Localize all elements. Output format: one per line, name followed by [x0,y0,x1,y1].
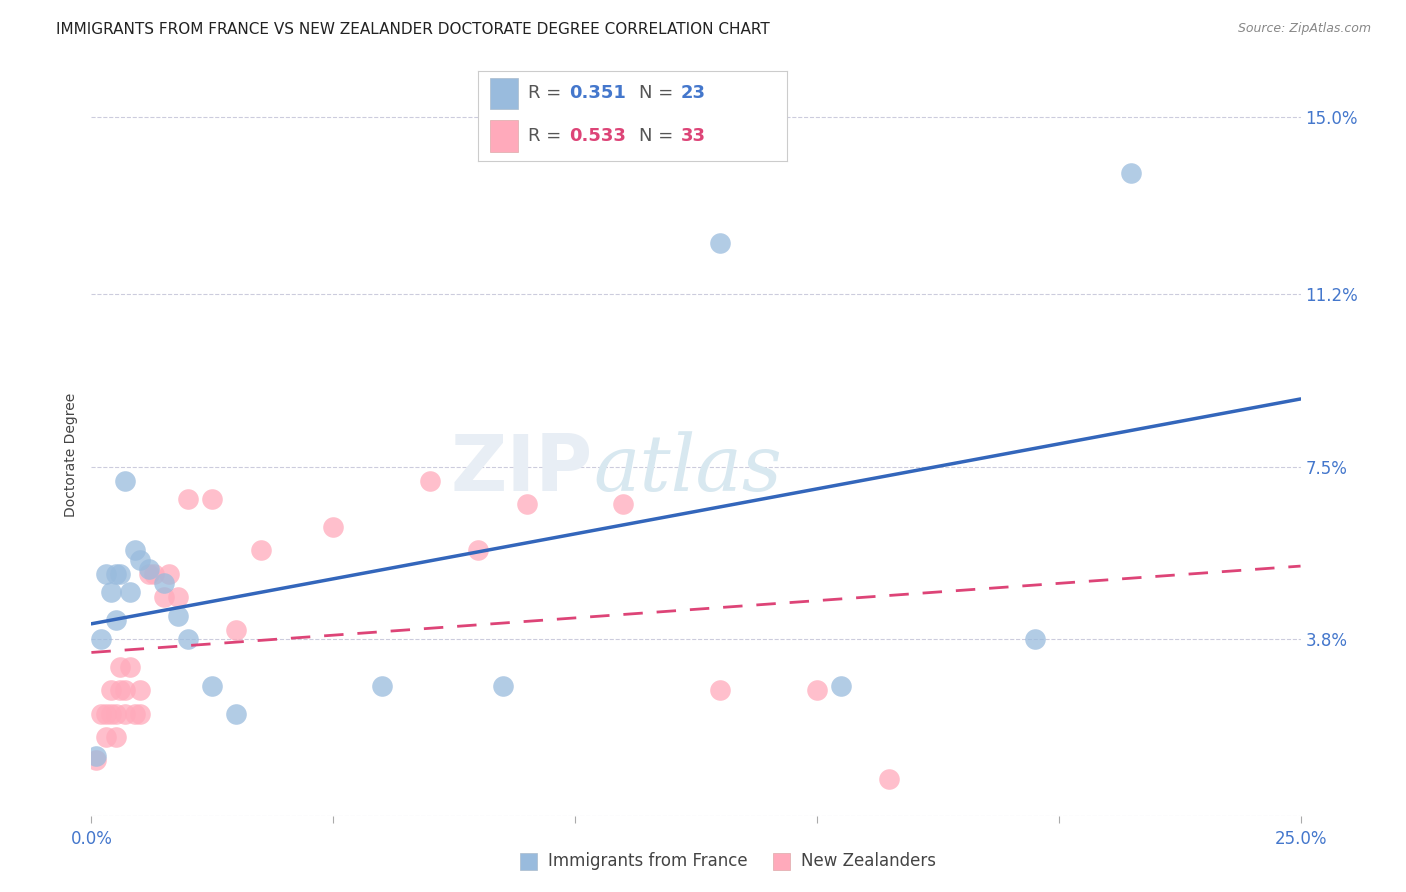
Text: ZIP: ZIP [451,432,593,508]
Point [225,706,247,721]
Point [709,235,731,250]
Point [120,585,142,599]
Point [90,632,112,646]
Point [201,492,224,507]
Point [128,683,150,698]
Point [100,585,122,599]
Point [153,590,176,604]
Point [153,576,176,591]
Point [177,632,200,646]
Text: 33: 33 [681,127,706,145]
Point [124,706,146,721]
Point [124,543,146,558]
Point [110,683,132,698]
Point [84,753,107,767]
Point [225,623,247,637]
Point [138,562,160,576]
Point [94,706,117,721]
Point [879,772,901,786]
Text: R =: R = [527,84,567,103]
Point [120,660,142,674]
Point [110,566,132,581]
Point [138,566,160,581]
Point [370,679,392,693]
Point [128,706,150,721]
Text: atlas: atlas [593,431,782,508]
Text: 23: 23 [681,84,706,103]
Point [84,748,107,763]
Point [167,590,190,604]
Text: IMMIGRANTS FROM FRANCE VS NEW ZEALANDER DOCTORATE DEGREE CORRELATION CHART: IMMIGRANTS FROM FRANCE VS NEW ZEALANDER … [56,22,770,37]
Point [491,679,513,693]
Point [114,474,136,488]
Point [143,566,166,581]
Text: Immigrants from France: Immigrants from France [548,852,748,871]
Point [114,706,136,721]
Text: R =: R = [527,127,567,145]
Point [90,706,112,721]
Point [167,608,190,623]
Point [114,683,136,698]
Bar [491,78,519,109]
Point [249,543,271,558]
Point [830,679,852,693]
Point [104,706,127,721]
Point [516,497,538,511]
Point [419,474,441,488]
Point [1121,166,1143,180]
Point [467,543,489,558]
Bar [491,120,519,152]
Point [104,614,127,628]
Y-axis label: Doctorate Degree: Doctorate Degree [63,392,77,517]
Text: N =: N = [638,84,679,103]
Point [110,660,132,674]
Point [94,730,117,744]
Point [201,679,224,693]
Point [709,683,731,698]
Point [806,683,828,698]
Point [322,520,344,534]
Text: 0.533: 0.533 [569,127,626,145]
Point [104,730,127,744]
Text: 0.351: 0.351 [569,84,626,103]
Point [612,497,634,511]
Point [177,492,200,507]
Text: N =: N = [638,127,679,145]
Point [100,683,122,698]
Point [100,706,122,721]
Point [128,553,150,567]
Text: New Zealanders: New Zealanders [801,852,936,871]
Point [157,566,180,581]
Point [104,566,127,581]
Text: Source: ZipAtlas.com: Source: ZipAtlas.com [1237,22,1371,36]
Point [1024,632,1046,646]
Point [94,566,117,581]
